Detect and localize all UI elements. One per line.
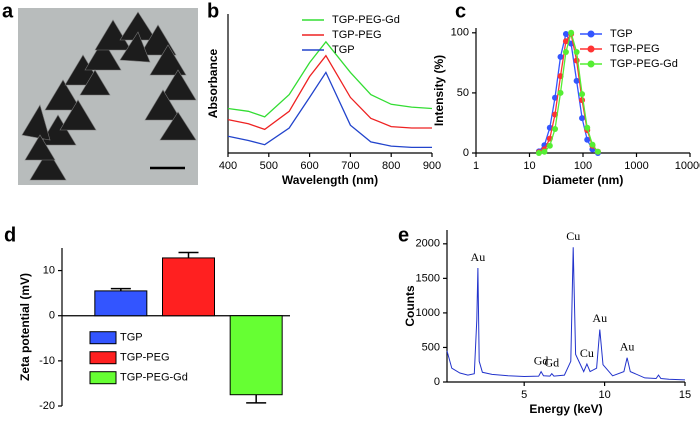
peak-annotation: Au xyxy=(471,250,486,264)
y-axis-title: Intensity (%) xyxy=(432,55,446,126)
y-tick-label: -20 xyxy=(39,400,55,412)
data-point xyxy=(562,49,569,56)
legend-label: TGP-PEG-Gd xyxy=(610,58,678,70)
error-bar xyxy=(246,394,267,404)
data-point xyxy=(552,125,559,132)
legend-label: TGP xyxy=(610,28,633,40)
data-point xyxy=(562,38,569,45)
data-point xyxy=(589,141,596,148)
series-line xyxy=(227,40,433,118)
x-tick-label: 1000 xyxy=(624,160,648,172)
peak-annotation: Au xyxy=(620,340,635,354)
data-point xyxy=(573,49,580,56)
x-tick-label: 700 xyxy=(341,160,359,172)
data-point xyxy=(594,148,601,155)
series-line xyxy=(227,54,432,131)
legend-marker xyxy=(587,45,595,53)
y-tick-label: -10 xyxy=(39,355,55,367)
error-bar xyxy=(110,287,131,291)
x-axis-title: Wavelength (nm) xyxy=(282,173,378,187)
data-point xyxy=(541,148,548,155)
panel-letter: a xyxy=(2,0,14,22)
legend-label: TGP xyxy=(332,44,355,56)
y-tick-label: 1500 xyxy=(416,272,440,284)
panel-letter: b xyxy=(207,0,219,22)
legend-swatch xyxy=(89,351,117,365)
legend-swatch xyxy=(89,331,117,345)
panel-letter: d xyxy=(4,224,16,246)
legend-label: TGP-PEG-Gd xyxy=(120,372,188,384)
data-point xyxy=(562,31,569,38)
peak-annotation: Gd xyxy=(545,355,560,369)
x-tick-label: 15 xyxy=(679,389,691,401)
y-tick-label: 2000 xyxy=(416,238,440,250)
data-point xyxy=(557,53,564,60)
y-tick-label: 0 xyxy=(49,310,55,322)
data-point xyxy=(568,29,575,36)
y-tick-label: 1000 xyxy=(416,307,440,319)
x-tick-label: 10 xyxy=(523,160,535,172)
series-line xyxy=(227,71,432,149)
y-tick-label: 50 xyxy=(457,87,469,99)
x-tick-label: 5 xyxy=(521,389,527,401)
x-tick-label: 400 xyxy=(219,160,237,172)
error-bar xyxy=(178,251,199,258)
legend-swatch xyxy=(89,371,117,385)
bar xyxy=(94,290,148,317)
legend-marker xyxy=(587,30,595,38)
legend-label: TGP-PEG xyxy=(610,43,660,55)
data-point xyxy=(557,89,564,96)
bar xyxy=(229,315,283,396)
y-axis-title: Counts xyxy=(403,285,417,327)
x-tick-label: 100 xyxy=(574,160,592,172)
y-tick-label: 0 xyxy=(434,376,440,388)
y-tick-label: 100 xyxy=(451,27,469,39)
nanoprisms xyxy=(21,11,197,181)
y-tick-label: 500 xyxy=(422,341,440,353)
peak-annotation: Gd xyxy=(534,353,549,367)
x-tick-label: 1 xyxy=(473,160,479,172)
panel-letter: c xyxy=(455,0,466,22)
legend-label: TGP-PEG xyxy=(332,29,382,41)
x-tick-label: 900 xyxy=(423,160,441,172)
data-point xyxy=(584,136,591,143)
data-point xyxy=(579,91,586,98)
legend-label: TGP-PEG xyxy=(120,352,170,364)
x-axis-title: Energy (keV) xyxy=(529,402,602,416)
data-point xyxy=(573,57,580,64)
panel-letter: e xyxy=(398,224,409,246)
y-tick-label: 10 xyxy=(43,264,55,276)
tem-image xyxy=(18,8,198,185)
data-point xyxy=(552,94,559,101)
data-point xyxy=(584,124,591,131)
legend-label: TGP-PEG-Gd xyxy=(332,14,400,26)
x-axis-title: Diameter (nm) xyxy=(543,173,624,187)
data-point xyxy=(579,115,586,122)
x-tick-label: 800 xyxy=(382,160,400,172)
x-tick-label: 600 xyxy=(300,160,318,172)
peak-annotation: Au xyxy=(592,311,607,325)
legend-label: TGP xyxy=(120,332,143,344)
legend-marker xyxy=(587,60,595,68)
y-tick-label: 0 xyxy=(463,147,469,159)
peak-annotation: Cu xyxy=(566,229,580,243)
y-axis-title: Zeta potential (mV) xyxy=(18,273,32,381)
peak-annotation: Cu xyxy=(580,346,594,360)
data-point xyxy=(546,142,553,149)
bar xyxy=(162,257,215,317)
x-tick-label: 500 xyxy=(260,160,278,172)
data-point xyxy=(573,77,580,84)
data-point xyxy=(535,150,542,156)
x-tick-label: 10 xyxy=(598,389,610,401)
y-axis-title: Absorbance xyxy=(206,49,220,119)
spectrum-line xyxy=(446,247,686,381)
